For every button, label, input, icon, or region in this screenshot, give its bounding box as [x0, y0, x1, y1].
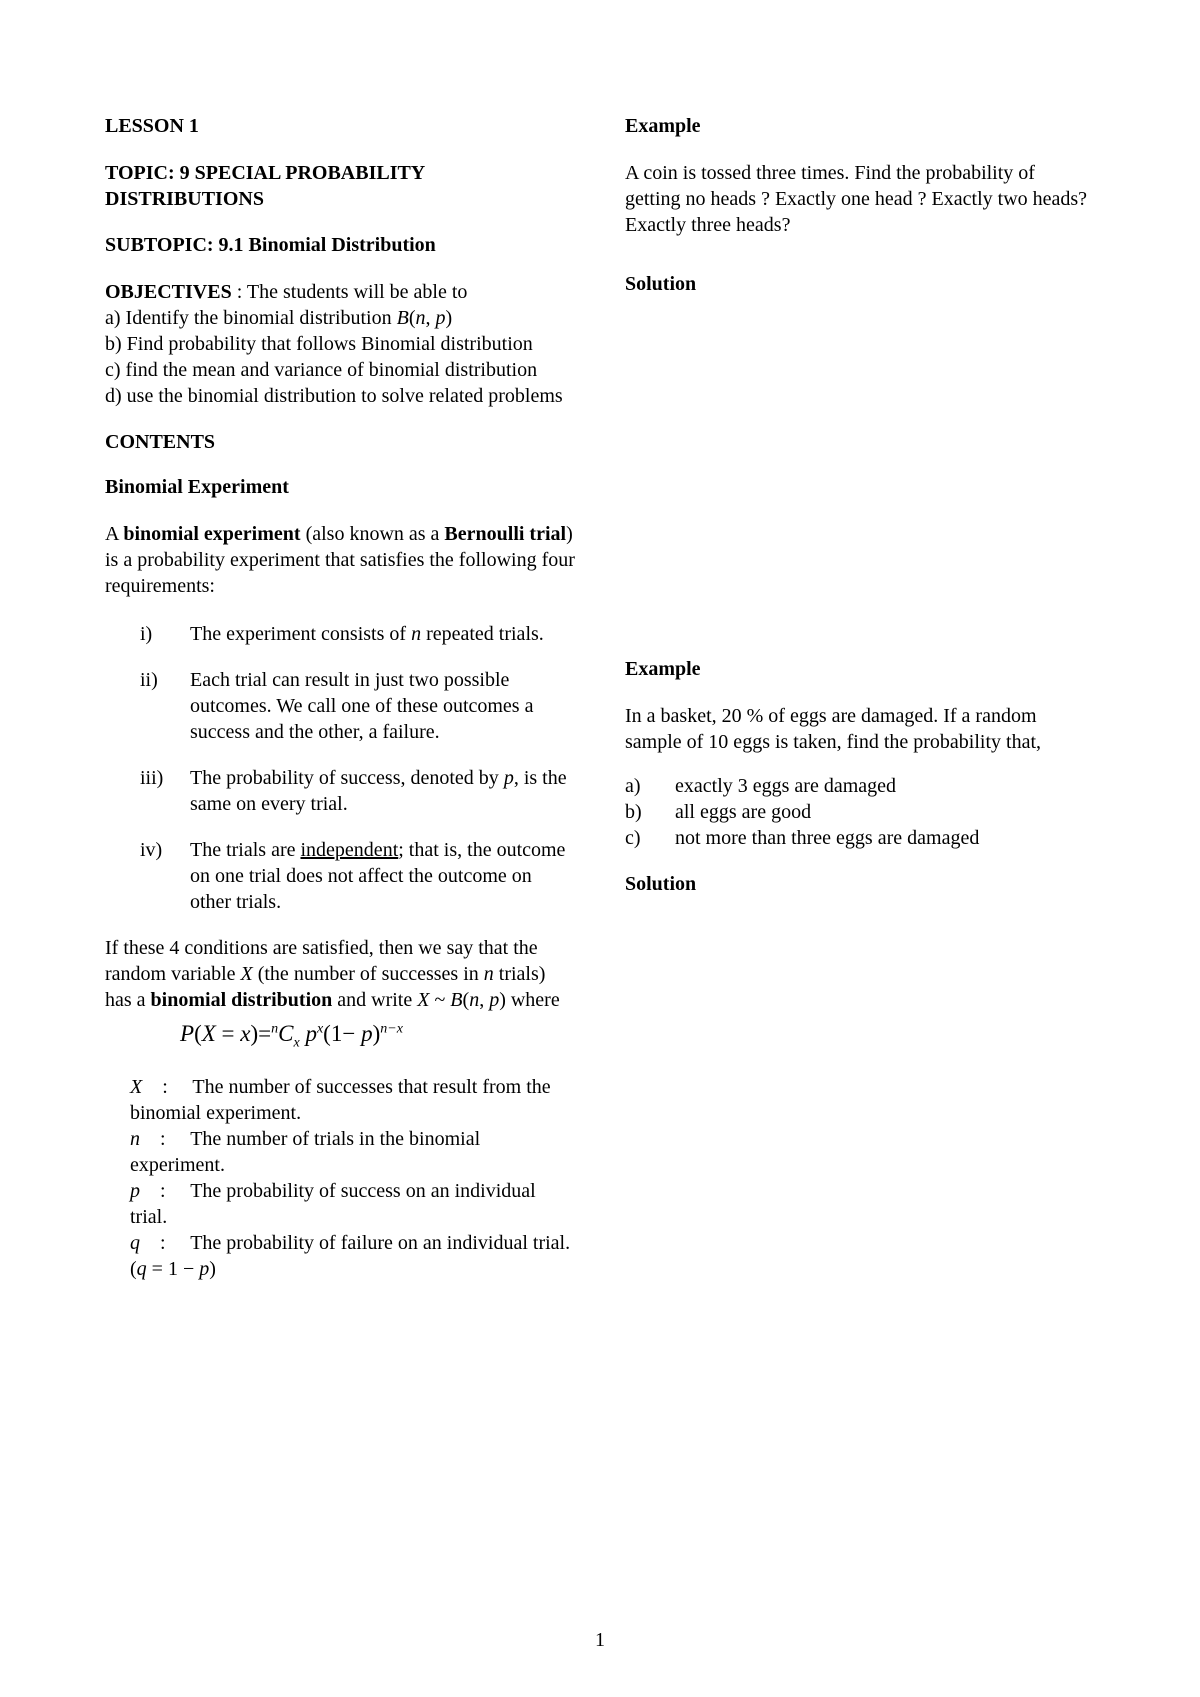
solution-2-heading: Solution: [625, 873, 1095, 896]
variable-definitions: X : The number of successes that result …: [105, 1074, 575, 1282]
objective-b: b) Find probability that follows Binomia…: [105, 331, 575, 357]
requirement-4: iv) The trials are independent; that is,…: [140, 837, 575, 915]
objective-d: d) use the binomial distribution to solv…: [105, 383, 575, 409]
subtopic-heading: SUBTOPIC: 9.1 Binomial Distribution: [105, 234, 575, 257]
def-x: X : The number of successes that result …: [130, 1074, 575, 1126]
def-p: p : The probability of success on an ind…: [130, 1178, 575, 1230]
example-2-a: a) exactly 3 eggs are damaged: [625, 773, 1095, 799]
objectives-intro: : The students will be able to: [232, 281, 468, 303]
example-2-heading: Example: [625, 658, 1095, 681]
requirement-3: iii) The probability of success, denoted…: [140, 765, 575, 817]
def-n: n : The number of trials in the binomial…: [130, 1126, 575, 1178]
objectives-block: OBJECTIVES : The students will be able t…: [105, 279, 575, 409]
objective-c: c) find the mean and variance of binomia…: [105, 357, 575, 383]
binomial-formula: P(X = x)=nCx px(1− p)n−x: [105, 1021, 575, 1052]
right-column: Example A coin is tossed three times. Fi…: [625, 115, 1095, 1282]
distribution-paragraph: If these 4 conditions are satisfied, the…: [105, 935, 575, 1013]
requirement-1: i) The experiment consists of n repeated…: [140, 621, 575, 647]
example-2-text: In a basket, 20 % of eggs are damaged. I…: [625, 703, 1095, 755]
solution-1-heading: Solution: [625, 273, 1095, 296]
requirements-list: i) The experiment consists of n repeated…: [105, 621, 575, 915]
binexp-paragraph: A binomial experiment (also known as a B…: [105, 521, 575, 599]
example-1-heading: Example: [625, 115, 1095, 138]
objectives-label: OBJECTIVES: [105, 281, 232, 303]
example-2-b: b) all eggs are good: [625, 799, 1095, 825]
example-2-c: c) not more than three eggs are damaged: [625, 825, 1095, 851]
two-column-layout: LESSON 1 TOPIC: 9 SPECIAL PROBABILITY DI…: [105, 115, 1095, 1282]
objective-a: a) Identify the binomial distribution B(…: [105, 305, 575, 331]
contents-heading: CONTENTS: [105, 431, 575, 454]
solution-1-space: [625, 318, 1095, 658]
page-number: 1: [595, 1629, 605, 1652]
requirement-2: ii) Each trial can result in just two po…: [140, 667, 575, 745]
left-column: LESSON 1 TOPIC: 9 SPECIAL PROBABILITY DI…: [105, 115, 575, 1282]
def-q: q : The probability of failure on an ind…: [130, 1230, 575, 1282]
binomial-experiment-heading: Binomial Experiment: [105, 476, 575, 499]
lesson-heading: LESSON 1: [105, 115, 575, 138]
topic-heading: TOPIC: 9 SPECIAL PROBABILITY DISTRIBUTIO…: [105, 160, 575, 212]
example-2-subitems: a) exactly 3 eggs are damaged b) all egg…: [625, 773, 1095, 851]
example-1-text: A coin is tossed three times. Find the p…: [625, 160, 1095, 238]
